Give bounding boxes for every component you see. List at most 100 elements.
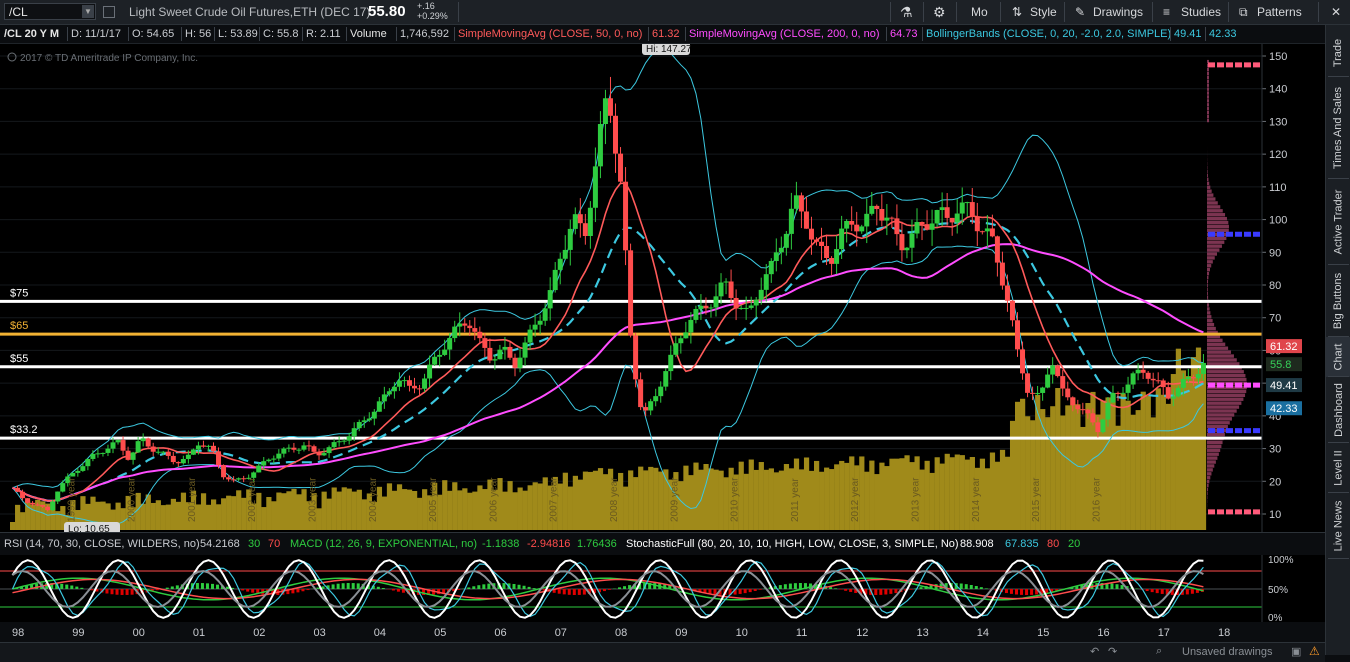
tab-trade[interactable]: Trade <box>1326 29 1350 77</box>
link-icon[interactable] <box>103 6 115 18</box>
oscillator-tick-label: 50% <box>1268 585 1288 596</box>
time-tick-label: 03 <box>314 627 326 639</box>
lo-label-text: Lo: 10.65 <box>68 524 110 532</box>
style-button[interactable]: Style <box>1030 3 1057 21</box>
close-icon[interactable]: ✕ <box>1326 3 1346 21</box>
volume-profile-bar <box>1207 472 1211 475</box>
warning-icon[interactable]: ⚠ <box>1309 644 1320 658</box>
volume-bar <box>171 499 176 530</box>
candle-body <box>940 207 945 210</box>
candle-body <box>1166 387 1171 399</box>
rsi-label[interactable]: RSI (14, 70, 30, CLOSE, WILDERS, no) <box>4 535 200 553</box>
candle-body <box>45 507 50 510</box>
volume-bar <box>1080 427 1085 530</box>
stochastic-label[interactable]: StochasticFull (80, 20, 10, 10, HIGH, LO… <box>626 535 959 553</box>
redo-icon[interactable]: ↷ <box>1108 645 1117 658</box>
macd-histogram-bar <box>874 589 877 595</box>
candle-body <box>513 358 518 368</box>
save-icon[interactable]: ▣ <box>1291 645 1301 658</box>
candle-body <box>171 456 176 462</box>
candle-body <box>507 347 512 358</box>
bar-close: C: 55.8 <box>263 25 298 43</box>
time-tick-label: 99 <box>72 627 84 639</box>
sma50-label[interactable]: SimpleMovingAvg (CLOSE, 50, 0, no) <box>458 25 642 43</box>
level-label: $75 <box>10 287 28 299</box>
year-label: 2002 year <box>247 477 258 522</box>
sma200-label[interactable]: SimpleMovingAvg (CLOSE, 200, 0, no) <box>689 25 880 43</box>
chevron-down-icon[interactable]: ▼ <box>82 5 94 18</box>
macd-histogram-bar <box>1156 589 1159 593</box>
tab-dashboard[interactable]: Dashboard <box>1326 377 1350 443</box>
macd-histogram-bar <box>578 589 581 595</box>
volume-bar <box>708 468 713 530</box>
bollinger-label[interactable]: BollingerBands (CLOSE, 0, 20, -2.0, 2.0,… <box>926 25 1171 43</box>
macd-histogram-bar <box>1146 589 1149 591</box>
search-icon[interactable]: ⌕ <box>1156 645 1162 658</box>
candle-body <box>1151 379 1156 380</box>
tab-active-trader[interactable]: Active Trader <box>1326 179 1350 265</box>
candle-body <box>462 324 467 326</box>
symbol-input[interactable]: /CL ▼ <box>4 3 96 20</box>
bollinger-lower: 42.33 <box>1209 25 1237 43</box>
candle-body <box>1075 405 1080 409</box>
volume-bar <box>960 455 965 530</box>
candle-body <box>1161 380 1166 387</box>
volume-profile-bar <box>1207 292 1208 295</box>
candle-body <box>276 454 281 459</box>
candle-body <box>306 445 311 446</box>
candle-body <box>312 446 317 452</box>
tab-big-buttons[interactable]: Big Buttons <box>1326 265 1350 337</box>
volume-profile-bar <box>1207 409 1237 412</box>
tab-label: Big Buttons <box>1333 273 1345 329</box>
macd-histogram-bar <box>513 584 516 589</box>
volume-profile-bar <box>1207 115 1209 118</box>
macd-histogram-bar <box>523 586 526 589</box>
candle-body <box>337 441 342 442</box>
macd-histogram-bar <box>201 583 204 589</box>
tab-chart[interactable]: Chart <box>1326 337 1350 377</box>
candle-body <box>502 347 507 350</box>
candle-body <box>20 492 25 498</box>
drawings-button[interactable]: Drawings <box>1093 3 1143 21</box>
oscillator-chart[interactable]: 100%50%0% <box>0 555 1325 622</box>
studies-button[interactable]: Studies <box>1181 3 1221 21</box>
tab-live-news[interactable]: Live News <box>1326 493 1350 559</box>
macd-histogram-bar <box>980 587 983 589</box>
volume-profile-bar <box>1207 111 1209 114</box>
volume-bar <box>447 491 452 530</box>
candle-body <box>70 473 75 477</box>
volume-profile-bar <box>1207 347 1228 350</box>
volume-profile-bar <box>1207 221 1228 224</box>
candle-body <box>387 391 392 394</box>
macd-label[interactable]: MACD (12, 26, 9, EXPONENTIAL, no) <box>290 535 477 553</box>
tab-label: Times And Sales <box>1333 87 1345 169</box>
patterns-button[interactable]: Patterns <box>1257 3 1302 21</box>
candle-body <box>226 477 231 479</box>
volume-bar <box>412 491 417 530</box>
undo-icon[interactable]: ↶ <box>1090 645 1099 658</box>
volume-bar <box>181 493 186 530</box>
flask-icon[interactable]: ⚗ <box>900 3 913 21</box>
macd-histogram-bar <box>111 589 114 594</box>
candle-body <box>975 217 980 231</box>
candle-body <box>1010 301 1015 321</box>
tab-level-ii[interactable]: Level II <box>1326 443 1350 493</box>
time-tick-label: 06 <box>494 627 506 639</box>
gear-icon[interactable]: ⚙ <box>933 3 946 21</box>
stochastic-ob: 80 <box>1047 535 1059 553</box>
volume-bar <box>296 494 301 530</box>
period-button[interactable]: Mo <box>971 3 988 21</box>
volume-label[interactable]: Volume <box>350 25 387 43</box>
macd-histogram-bar <box>121 589 124 595</box>
candle-body <box>648 401 653 410</box>
macd-histogram-bar <box>226 587 229 589</box>
candle-body <box>638 379 643 407</box>
volume-profile-bar <box>1207 468 1213 471</box>
candle-body <box>261 461 266 465</box>
volume-profile-bar <box>1207 95 1209 98</box>
volume-bar <box>1005 457 1010 530</box>
tab-times-and-sales[interactable]: Times And Sales <box>1326 77 1350 179</box>
volume-profile-bar <box>1207 205 1220 208</box>
candle-body <box>1196 374 1201 378</box>
